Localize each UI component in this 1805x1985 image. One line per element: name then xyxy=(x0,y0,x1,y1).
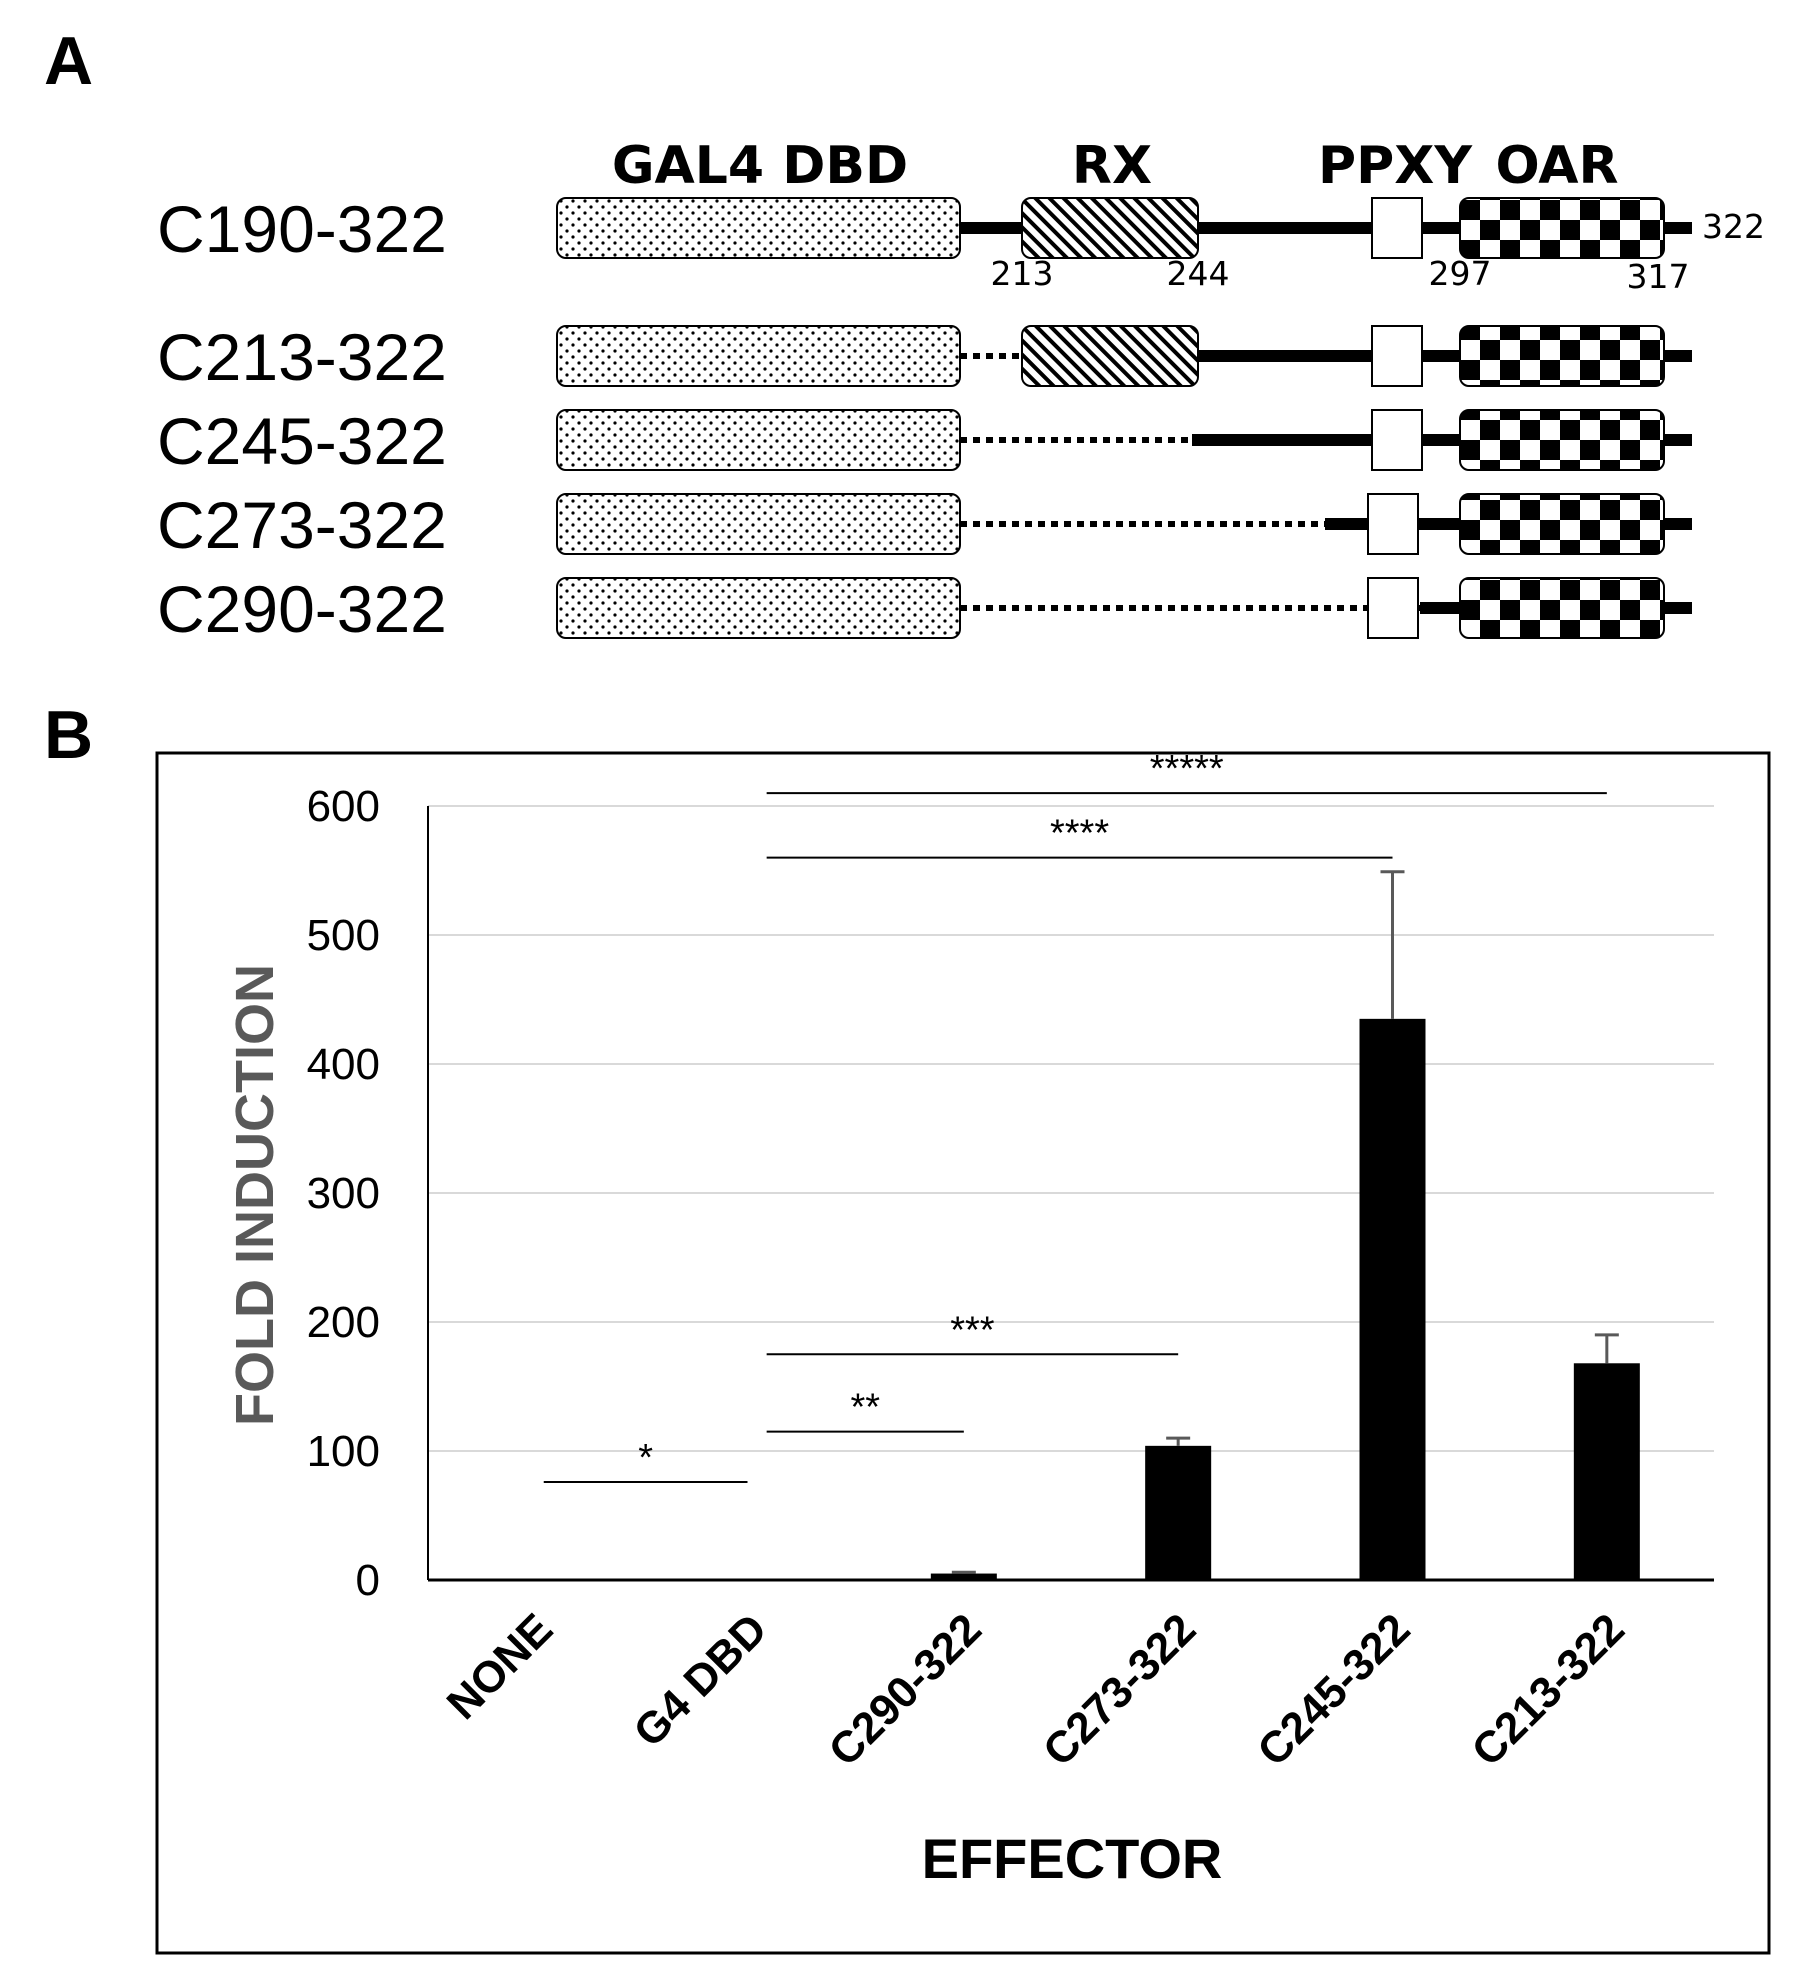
ppxy-motif-box xyxy=(1371,325,1423,387)
x-tick-label: C245-322 xyxy=(1248,1604,1419,1775)
gal4-dbd-box xyxy=(556,577,961,639)
significance-label: *** xyxy=(950,1309,995,1351)
significance-label: **** xyxy=(1050,813,1109,855)
ppxy-motif-box xyxy=(1371,197,1423,259)
position-label-317: 317 xyxy=(1627,257,1690,296)
significance-brackets: *************** xyxy=(543,748,1607,1483)
oar-domain-box xyxy=(1459,325,1665,387)
rx-domain-box xyxy=(1021,325,1199,387)
construct-name: C190-322 xyxy=(157,192,447,266)
construct-name: C290-322 xyxy=(157,572,447,646)
gal4-dbd-box xyxy=(556,197,961,259)
y-axis-title: FOLD INDUCTION xyxy=(225,964,285,1426)
construct-c190-322: C190-322 xyxy=(157,192,1692,266)
gal4-dbd-box xyxy=(556,493,961,555)
gal4-dbd-box xyxy=(556,409,961,471)
chart-frame xyxy=(155,751,1771,1955)
oar-domain-box xyxy=(1459,577,1665,639)
gridlines xyxy=(428,805,1714,1452)
position-label-322: 322 xyxy=(1702,207,1765,246)
construct-name: C213-322 xyxy=(157,320,447,394)
position-label-213: 213 xyxy=(991,254,1054,293)
x-tick-label: C290-322 xyxy=(820,1604,991,1775)
oar-label: OAR xyxy=(1495,136,1618,196)
ppxy-label: PPXY xyxy=(1318,136,1473,196)
x-tick-label: G4 DBD xyxy=(624,1604,776,1756)
gal4-dbd-box xyxy=(556,325,961,387)
rx-label: RX xyxy=(1072,136,1152,196)
construct-c273-322: C273-322 xyxy=(157,488,1692,562)
bars xyxy=(930,1018,1640,1580)
ppxy-motif-box xyxy=(1371,409,1423,471)
category-labels: NONE G4 DBD C290-322 C273-322 C245-322 C213-3… xyxy=(438,1604,1634,1775)
significance-label: ** xyxy=(850,1387,880,1429)
position-label-244: 244 xyxy=(1167,254,1230,293)
construct-diagrams: C190-322 C213-322 C245-322 C273-322 C290-322 xyxy=(157,192,1692,646)
y-tick-label: 200 xyxy=(307,1298,380,1347)
x-tick-label: C213-322 xyxy=(1463,1604,1634,1775)
significance-label: ***** xyxy=(1150,748,1224,790)
bar-c245-322 xyxy=(1359,1018,1426,1580)
panel-a-letter: A xyxy=(44,23,93,99)
oar-domain-box xyxy=(1459,197,1665,259)
construct-c245-322: C245-322 xyxy=(157,404,1692,478)
x-axis-title: EFFECTOR xyxy=(922,1827,1223,1890)
y-tick-label: 0 xyxy=(356,1556,380,1605)
y-axis-ticks: 0 100 200 300 400 500 600 xyxy=(307,782,380,1605)
oar-domain-box xyxy=(1459,409,1665,471)
panel-b-letter: B xyxy=(44,697,93,773)
position-label-297: 297 xyxy=(1429,254,1492,293)
bar-c290-322 xyxy=(930,1573,997,1580)
y-tick-label: 500 xyxy=(307,911,380,960)
x-tick-label: C273-322 xyxy=(1034,1604,1205,1775)
y-tick-label: 100 xyxy=(307,1427,380,1476)
significance-label: * xyxy=(638,1437,653,1479)
oar-domain-box xyxy=(1459,493,1665,555)
gal4-dbd-label: GAL4 DBD xyxy=(612,136,908,196)
construct-c213-322: C213-322 xyxy=(157,320,1692,394)
rx-domain-box xyxy=(1021,197,1199,259)
ppxy-motif-box xyxy=(1367,493,1419,555)
construct-name: C273-322 xyxy=(157,488,447,562)
construct-c290-322: C290-322 xyxy=(157,572,1692,646)
y-tick-label: 300 xyxy=(307,1169,380,1218)
bar-c273-322 xyxy=(1145,1445,1212,1580)
error-bars xyxy=(951,870,1619,1574)
construct-name: C245-322 xyxy=(157,404,447,478)
ppxy-motif-box xyxy=(1367,577,1419,639)
bar-c213-322 xyxy=(1573,1363,1640,1580)
y-tick-label: 600 xyxy=(307,782,380,831)
y-tick-label: 400 xyxy=(307,1040,380,1089)
x-tick-label: NONE xyxy=(438,1604,563,1729)
